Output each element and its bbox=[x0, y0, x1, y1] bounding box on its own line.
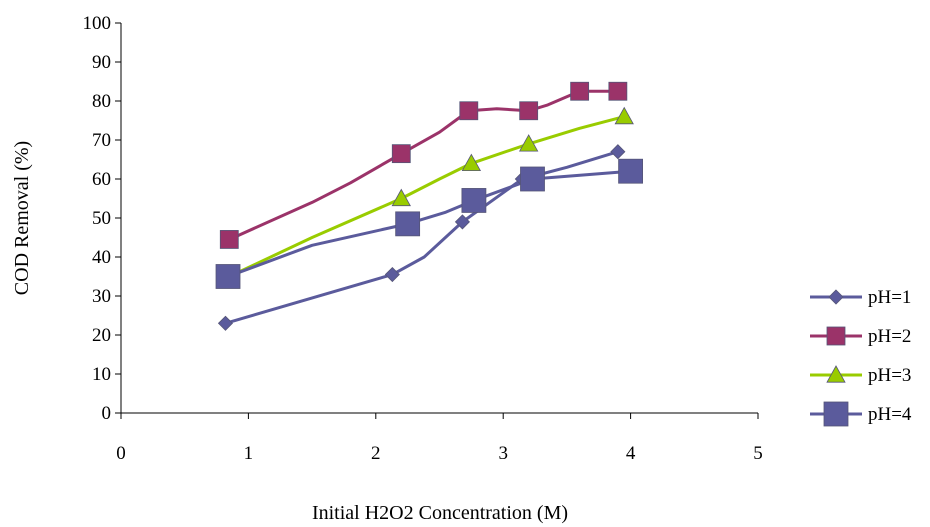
legend-label: pH=2 bbox=[868, 326, 911, 347]
legend-item-ph4: pH=4 bbox=[810, 401, 912, 427]
series-markers-ph1 bbox=[217, 144, 626, 331]
y-tick-label: 90 bbox=[92, 52, 111, 73]
legend-marker bbox=[828, 289, 844, 305]
data-point bbox=[461, 153, 482, 172]
data-point bbox=[520, 166, 545, 192]
series-ph2 bbox=[228, 89, 618, 241]
series-group bbox=[215, 81, 643, 331]
data-point bbox=[395, 211, 421, 237]
x-tick-label: 1 bbox=[244, 443, 254, 464]
series-line-ph4 bbox=[227, 169, 631, 278]
series-line-ph3 bbox=[228, 115, 625, 278]
x-tick-label: 0 bbox=[116, 443, 126, 464]
data-point bbox=[519, 101, 539, 121]
x-axis-title: Initial H2O2 Concentration (M) bbox=[312, 502, 568, 524]
data-point bbox=[461, 188, 487, 213]
series-markers-ph4 bbox=[215, 158, 643, 289]
legend-item-ph2: pH=2 bbox=[810, 326, 911, 347]
y-axis-title: COD Removal (%) bbox=[11, 141, 33, 295]
series-markers-ph3 bbox=[391, 106, 634, 207]
data-point bbox=[454, 214, 470, 230]
legend-item-ph1: pH=1 bbox=[810, 287, 911, 308]
data-point bbox=[391, 144, 411, 164]
y-tick-label: 20 bbox=[92, 325, 111, 346]
y-tick-label: 80 bbox=[92, 91, 111, 112]
legend-label: pH=3 bbox=[868, 365, 911, 386]
data-point bbox=[618, 158, 643, 184]
y-tick-label: 60 bbox=[92, 169, 111, 190]
series-ph4 bbox=[227, 169, 631, 278]
x-tick-label: 4 bbox=[626, 443, 636, 464]
data-point bbox=[519, 134, 539, 152]
legend-marker bbox=[826, 326, 846, 346]
data-point bbox=[217, 315, 234, 331]
y-tick-label: 30 bbox=[92, 286, 111, 307]
series-ph3 bbox=[228, 115, 625, 278]
series-markers-ph2 bbox=[219, 81, 628, 249]
x-tick-label: 5 bbox=[753, 443, 763, 464]
x-tick-label: 3 bbox=[498, 443, 508, 464]
legend-item-ph3: pH=3 bbox=[810, 365, 911, 386]
legend: pH=1 pH=2 pH=3 pH=4 bbox=[810, 287, 912, 427]
y-tick-label: 50 bbox=[92, 208, 111, 229]
x-tick-label: 2 bbox=[371, 443, 381, 464]
data-point bbox=[215, 264, 241, 289]
y-tick-label: 100 bbox=[83, 13, 112, 34]
data-point bbox=[614, 106, 634, 125]
y-tick-label: 0 bbox=[102, 403, 112, 424]
legend-label: pH=4 bbox=[868, 404, 912, 425]
data-point bbox=[570, 81, 590, 101]
axes bbox=[120, 23, 758, 414]
y-tick-label: 70 bbox=[92, 130, 111, 151]
data-point bbox=[610, 144, 626, 160]
legend-marker bbox=[826, 365, 846, 383]
y-tick-label: 10 bbox=[92, 364, 111, 385]
series-line-ph2 bbox=[228, 89, 618, 241]
data-point bbox=[608, 81, 628, 101]
legend-marker bbox=[823, 401, 849, 427]
y-tick-label: 40 bbox=[92, 247, 111, 268]
data-point bbox=[459, 101, 479, 121]
legend-label: pH=1 bbox=[868, 287, 911, 308]
data-point bbox=[384, 266, 400, 283]
data-point bbox=[219, 230, 239, 249]
axis-ticks: 0 10 20 30 40 50 60 70 80 90 100 0 1 2 3 4 5 bbox=[83, 13, 763, 464]
data-point bbox=[391, 188, 411, 207]
